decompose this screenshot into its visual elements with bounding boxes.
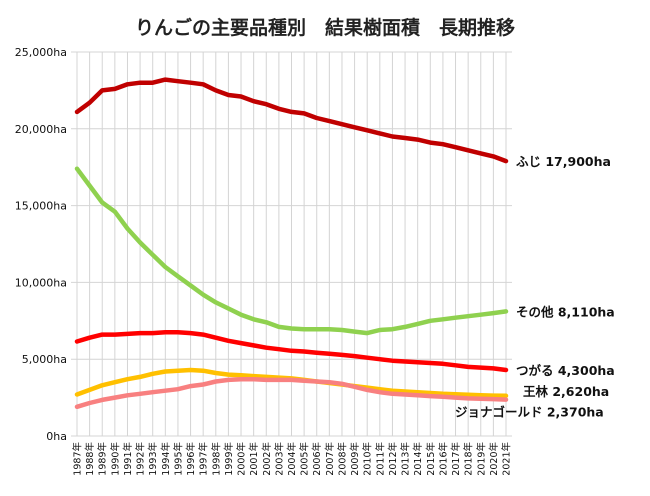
- x-tick-label: 2014年: [412, 442, 424, 476]
- series-line: [74, 330, 509, 373]
- x-tick-label: 2012年: [387, 442, 399, 476]
- x-tick-label: 2004年: [286, 442, 298, 476]
- x-tick-label: 2009年: [349, 442, 361, 476]
- x-tick-label: 2001年: [248, 442, 260, 476]
- x-tick-label: 1987年: [72, 442, 84, 476]
- x-tick-label: 2013年: [400, 442, 412, 476]
- series-end-label: つがる 4,300ha: [516, 363, 615, 378]
- x-tick-label: 2019年: [475, 442, 487, 476]
- series-lines: [74, 77, 509, 410]
- y-tick-label: 5,000ha: [22, 353, 67, 366]
- x-tick-label: 1996年: [185, 442, 197, 476]
- series-line: [74, 376, 509, 410]
- y-tick-label: 25,000ha: [15, 46, 67, 59]
- x-tick-label: 1995年: [172, 442, 184, 476]
- series-end-label: ジョナゴールド 2,370ha: [455, 405, 604, 420]
- x-tick-label: 2021年: [501, 442, 513, 476]
- y-tick-label: 0ha: [46, 430, 67, 443]
- x-tick-label: 1991年: [122, 442, 134, 476]
- x-tick-label: 2017年: [450, 442, 462, 476]
- x-tick-label: 1988年: [84, 442, 96, 476]
- chart-title: りんごの主要品種別 結果樹面積 長期推移: [135, 16, 515, 39]
- y-tick-label: 20,000ha: [15, 123, 67, 136]
- x-tick-label: 2011年: [374, 442, 386, 476]
- x-tick-label: 2000年: [236, 442, 248, 476]
- x-tick-label: 2006年: [311, 442, 323, 476]
- x-tick-label: 2020年: [488, 442, 500, 476]
- y-axis-ticks: 0ha 5,000ha 10,000ha 15,000ha 20,000ha 25,000…: [15, 46, 67, 443]
- x-tick-label: 2005年: [299, 442, 311, 476]
- x-tick-label: 1997年: [198, 442, 210, 476]
- series-end-label: 王林 2,620ha: [523, 384, 609, 399]
- series-line: [74, 166, 509, 336]
- x-tick-label: 2007年: [324, 442, 336, 476]
- x-tick-label: 2008年: [336, 442, 348, 476]
- x-tick-label: 1993年: [147, 442, 159, 476]
- y-tick-label: 15,000ha: [15, 200, 67, 213]
- x-tick-label: 1998年: [210, 442, 222, 476]
- x-tick-label: 2010年: [362, 442, 374, 476]
- x-tick-label: 1994年: [160, 442, 172, 476]
- x-tick-label: 1990年: [109, 442, 121, 476]
- series-end-labels: ふじ 17,900ha その他 8,110ha つがる 4,300ha 王林 2,62…: [455, 154, 615, 420]
- x-tick-label: 2002年: [261, 442, 273, 476]
- x-tick-label: 2018年: [463, 442, 475, 476]
- x-tick-label: 2015年: [425, 442, 437, 476]
- x-tick-label: 1989年: [97, 442, 109, 476]
- x-axis-ticks: 1987年 1988年 1989年 1990年 1991年 1992年 1993年 1994年…: [72, 442, 513, 476]
- series-end-label: ふじ 17,900ha: [516, 154, 611, 169]
- x-tick-label: 2016年: [437, 442, 449, 476]
- y-tick-label: 10,000ha: [15, 276, 67, 289]
- x-tick-label: 1999年: [223, 442, 235, 476]
- series-end-label: その他 8,110ha: [516, 304, 615, 319]
- x-tick-label: 2003年: [273, 442, 285, 476]
- x-tick-label: 1992年: [135, 442, 147, 476]
- series-line: [74, 77, 509, 164]
